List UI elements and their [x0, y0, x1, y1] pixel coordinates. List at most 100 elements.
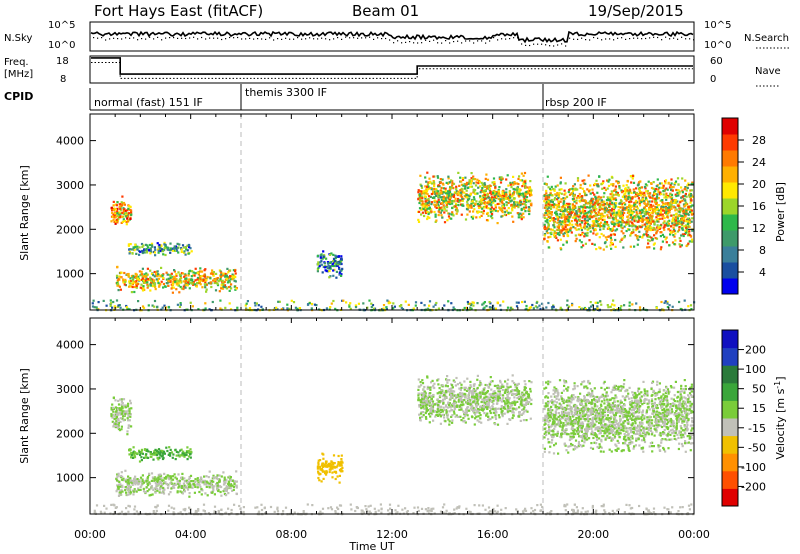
echo-cell — [448, 202, 452, 206]
echo-cell — [117, 472, 120, 475]
echo-cell — [477, 182, 480, 185]
echo-cell — [420, 213, 423, 216]
echo-cell — [528, 306, 531, 309]
echo-cell — [655, 231, 658, 234]
echo-cell — [177, 486, 180, 489]
echo-cell — [615, 211, 618, 214]
echo-cell — [459, 189, 462, 192]
echo-cell — [228, 289, 231, 292]
echo-cell — [428, 206, 431, 209]
echo-cell — [161, 306, 164, 309]
echo-cell — [134, 243, 137, 246]
echo-cell — [669, 184, 672, 187]
echo-cell — [171, 283, 175, 286]
echo-cell — [329, 265, 332, 268]
echo-cell — [569, 188, 572, 191]
echo-cell — [593, 209, 596, 212]
noise-left-tick-top: 10^5 — [48, 20, 75, 31]
echo-cell — [467, 182, 470, 185]
echo-cell — [660, 246, 663, 249]
echo-cell — [180, 476, 183, 479]
echo-cell — [641, 211, 644, 214]
echo-cell — [619, 215, 622, 218]
echo-cell — [606, 179, 609, 182]
echo-cell — [122, 218, 125, 221]
echo-cell — [222, 490, 225, 493]
echo-cell — [138, 460, 142, 463]
echo-cell — [260, 305, 263, 308]
noise-search-point — [349, 37, 351, 39]
echo-cell — [589, 184, 592, 187]
echo-cell — [637, 238, 640, 241]
echo-cell — [113, 423, 116, 426]
echo-cell — [424, 195, 428, 198]
echo-cell — [684, 215, 687, 218]
echo-cell — [584, 227, 587, 230]
echo-cell — [580, 195, 583, 198]
echo-cell — [618, 202, 621, 205]
echo-cell — [498, 193, 501, 196]
echo-cell — [133, 290, 136, 294]
echo-cell — [649, 226, 652, 229]
echo-cell — [135, 284, 138, 287]
echo-cell — [165, 282, 168, 285]
echo-cell — [587, 174, 590, 177]
noise-search-point — [661, 39, 663, 41]
echo-cell — [659, 199, 662, 202]
noise-search-point — [245, 38, 247, 40]
echo-cell — [127, 219, 130, 222]
echo-cell — [155, 478, 158, 481]
echo-cell — [517, 183, 520, 186]
echo-cell — [488, 201, 491, 204]
echo-cell — [130, 213, 133, 216]
echo-cell — [483, 306, 486, 309]
echo-cell — [621, 211, 624, 214]
echo-cell — [210, 480, 213, 483]
echo-cell — [513, 182, 517, 185]
echo-cell — [684, 192, 687, 196]
echo-cell — [689, 304, 693, 307]
echo-cell — [445, 181, 448, 184]
echo-cell — [114, 413, 117, 416]
echo-cell — [556, 191, 559, 195]
echo-cell — [593, 193, 596, 196]
echo-cell — [581, 231, 584, 234]
echo-cell — [595, 221, 598, 224]
echo-cell — [637, 215, 640, 218]
noise-search-point — [633, 37, 635, 39]
noise-search-point — [461, 42, 463, 44]
echo-cell — [423, 195, 426, 198]
echo-cell — [155, 278, 158, 281]
echo-cell — [668, 211, 671, 214]
echo-cell — [329, 253, 332, 256]
echo-cell — [529, 199, 532, 202]
echo-cell — [292, 301, 296, 304]
echo-cell — [481, 207, 484, 210]
echo-cell — [630, 231, 633, 234]
echo-cell — [212, 274, 215, 277]
echo-cell — [596, 307, 599, 310]
echo-cell — [676, 200, 679, 203]
echo-cell — [687, 182, 690, 185]
echo-cell — [574, 227, 577, 230]
echo-cell — [223, 284, 227, 287]
echo-cell — [689, 189, 692, 192]
echo-cell — [691, 229, 694, 232]
echo-cell — [158, 477, 162, 480]
echo-cell — [189, 474, 193, 477]
echo-cell — [385, 306, 388, 309]
echo-cell — [544, 198, 547, 201]
echo-cell — [627, 195, 630, 199]
y-tick-label: 1000 — [56, 268, 84, 281]
echo-cell — [245, 302, 248, 305]
echo-cell — [173, 486, 176, 489]
echo-cell — [129, 479, 133, 482]
echo-cell — [560, 198, 563, 201]
echo-cell — [433, 203, 436, 206]
echo-cell — [473, 198, 476, 201]
echo-cell — [644, 211, 647, 214]
echo-cell — [457, 204, 460, 207]
echo-cell — [480, 214, 483, 217]
echo-cell — [489, 191, 492, 194]
